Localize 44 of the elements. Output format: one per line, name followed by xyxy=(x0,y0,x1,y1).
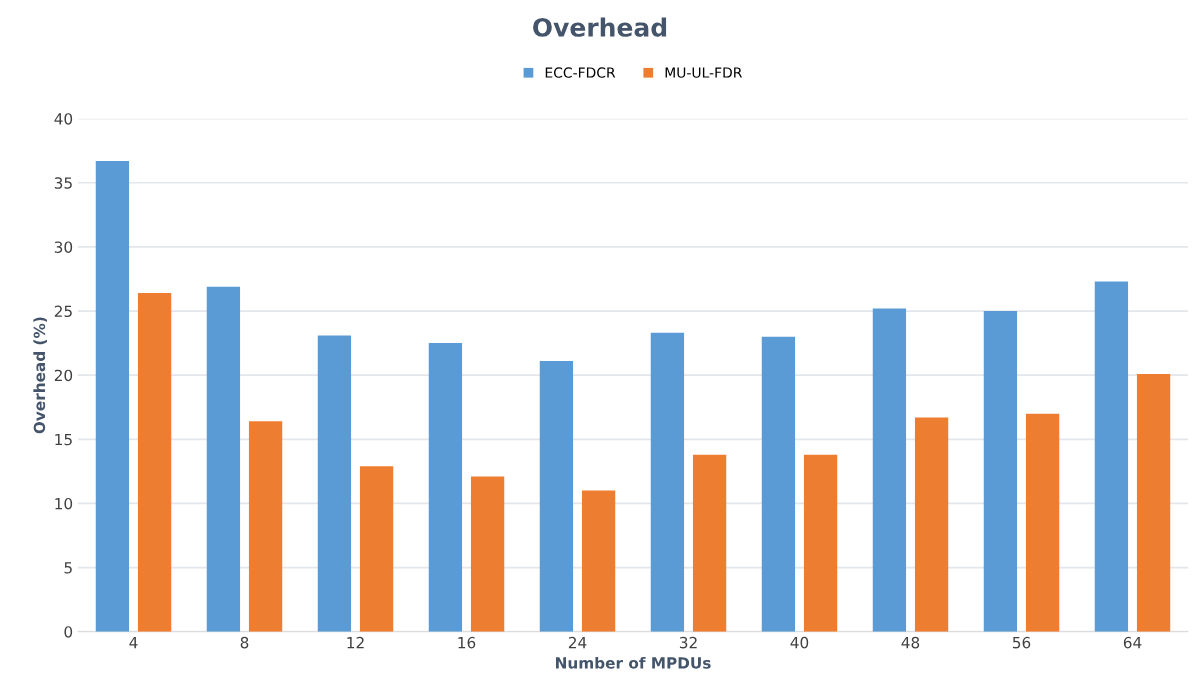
y-tick-label: 30 xyxy=(54,241,73,253)
bar xyxy=(428,343,463,632)
bar xyxy=(1094,281,1129,632)
bar xyxy=(692,454,727,632)
bar xyxy=(137,293,172,632)
x-tick-label: 16 xyxy=(458,636,476,649)
bar xyxy=(983,311,1018,632)
x-tick-label: 32 xyxy=(679,636,697,649)
x-tick-label: 4 xyxy=(129,637,138,649)
legend-label: ECC-FDCR xyxy=(545,67,616,78)
x-tick-label: 8 xyxy=(240,636,249,649)
y-tick-label: 0 xyxy=(64,626,73,638)
x-tick-label: 12 xyxy=(347,636,364,649)
x-tick-label: 56 xyxy=(1012,636,1031,649)
bar xyxy=(95,160,130,632)
chart-title: Overhead xyxy=(533,17,667,37)
x-tick-label: 40 xyxy=(790,636,809,649)
bar xyxy=(1136,373,1171,632)
y-tick-label: 40 xyxy=(54,113,73,125)
y-tick-label: 15 xyxy=(55,433,72,446)
x-axis-title: Number of MPDUs xyxy=(556,656,711,669)
y-tick-label: 25 xyxy=(54,305,72,318)
bar xyxy=(581,490,616,632)
bar xyxy=(914,417,949,632)
bar xyxy=(539,361,574,632)
bar xyxy=(317,335,352,632)
y-tick-label: 20 xyxy=(54,369,73,382)
bar xyxy=(650,332,685,632)
bar xyxy=(470,476,505,632)
x-tick-label: 64 xyxy=(1123,636,1142,649)
y-axis-title: Overhead (%) xyxy=(33,317,47,434)
bar xyxy=(359,466,394,632)
x-tick-label: 24 xyxy=(568,636,587,649)
bar xyxy=(206,286,241,632)
y-tick-label: 10 xyxy=(55,497,73,510)
bar xyxy=(872,308,907,632)
x-tick-label: 48 xyxy=(901,636,920,649)
bar xyxy=(803,454,838,632)
bar xyxy=(761,336,796,632)
bar xyxy=(1025,413,1060,632)
legend-label: MU-UL-FDR xyxy=(665,67,743,78)
y-tick-label: 35 xyxy=(54,177,72,189)
bar xyxy=(248,421,283,632)
y-tick-label: 5 xyxy=(64,562,72,574)
